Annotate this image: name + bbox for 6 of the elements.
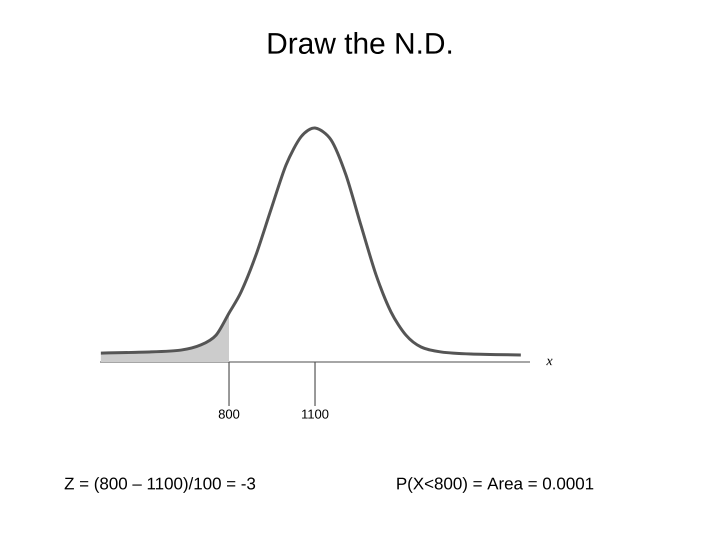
chart-title: Draw the N.D. [268,32,452,54]
x-tick-label: 1100 [302,410,328,419]
x-tick-label: 800 [218,410,240,419]
text: Z = (800 – 1100)/100 = -3 [64,477,256,493]
x-axis-title: x [546,358,553,366]
text: P(X<800) = Area = 0.0001 [397,477,594,493]
